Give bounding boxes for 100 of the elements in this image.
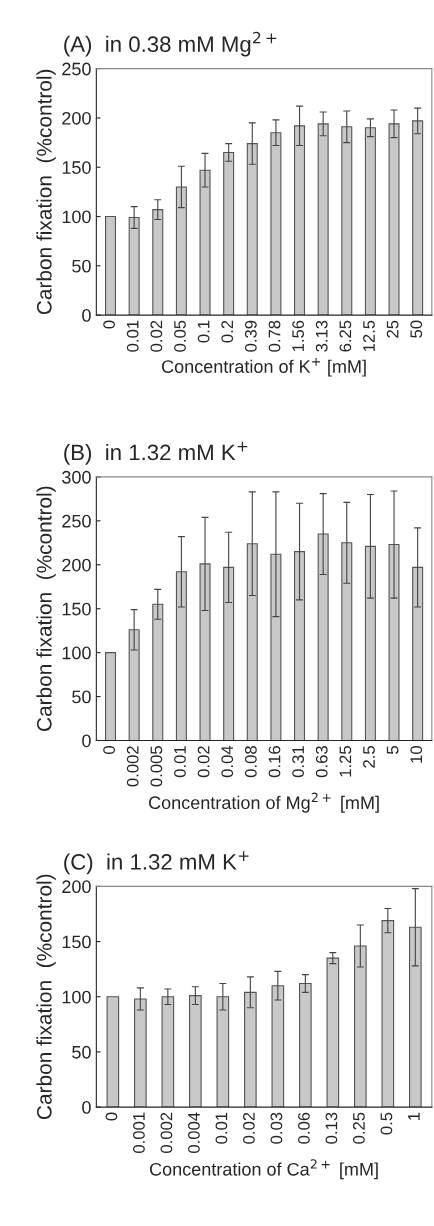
bar — [341, 542, 353, 741]
x-tick-label: 0.002 — [160, 1112, 173, 1153]
bar — [317, 123, 329, 316]
x-tick-label: 0.05 — [174, 320, 186, 352]
bar — [152, 209, 164, 316]
bar — [106, 996, 120, 1108]
x-tick-label: 0.02 — [243, 1112, 255, 1144]
y-tick-label: 150 — [62, 161, 91, 174]
x-tick-label: 0.002 — [126, 746, 139, 787]
x-tick-label: 10 — [410, 746, 423, 763]
x-tick-label: 25 — [386, 320, 399, 338]
x-tick-label: 0.004 — [188, 1112, 200, 1153]
bar — [246, 143, 258, 316]
x-tick-label: 0.1 — [197, 320, 210, 343]
y-tick-label: 50 — [72, 259, 91, 273]
x-axis-title: Concentration of Ca$^{2+}$ [mM] — [149, 1159, 378, 1180]
bar — [299, 982, 312, 1108]
x-tick-label: 6.25 — [339, 320, 352, 352]
x-tick-label: 5 — [386, 746, 399, 754]
x-tick-label: 0 — [103, 320, 115, 329]
bar — [134, 998, 147, 1108]
bar — [223, 151, 235, 316]
x-tick-label: 50 — [410, 320, 423, 338]
y-tick-label: 150 — [62, 602, 91, 616]
x-tick-label: 0.31 — [292, 746, 304, 778]
x-tick-label: 0.03 — [270, 1112, 283, 1144]
x-tick-label: 0.005 — [150, 746, 163, 787]
x-tick-label: 0.39 — [244, 320, 257, 352]
bar — [271, 985, 285, 1108]
bar — [381, 920, 395, 1108]
x-tick-label: 0.63 — [315, 746, 328, 778]
x-tick-label: 12.5 — [363, 320, 375, 352]
y-tick-label: 200 — [62, 880, 91, 894]
bar — [152, 603, 164, 741]
bar — [270, 132, 282, 316]
x-tick-label: 0.01 — [215, 1112, 228, 1144]
x-tick-label: 0.02 — [150, 320, 163, 352]
bar — [244, 991, 257, 1108]
x-tick-label: 0.78 — [268, 320, 281, 352]
bar — [294, 551, 306, 741]
bar — [216, 996, 230, 1108]
x-tick-label: 0.01 — [126, 320, 139, 352]
bar — [175, 186, 187, 316]
y-tick-label: 300 — [62, 470, 91, 484]
y-tick-label: 100 — [62, 210, 91, 224]
y-tick-label: 100 — [62, 990, 91, 1004]
y-tick-label: 250 — [62, 62, 91, 76]
x-tick-label: 1.56 — [292, 320, 304, 352]
bar — [364, 127, 376, 316]
bar — [175, 571, 187, 741]
x-tick-label: 0.16 — [268, 746, 281, 778]
y-tick-label: 200 — [62, 558, 91, 572]
x-tick-label: 0.13 — [325, 1112, 338, 1144]
bar — [128, 629, 140, 741]
y-tick-label: 150 — [62, 935, 91, 949]
bar — [199, 563, 211, 741]
chart-title: (B) in 1.32 mM K$^{+}$ — [64, 441, 248, 465]
x-tick-label: 0 — [103, 746, 115, 754]
x-tick-label: 0.01 — [174, 746, 186, 778]
y-axis-title: Carbon fixation (%control) — [36, 69, 56, 315]
bar — [199, 169, 211, 316]
y-tick-label: 100 — [62, 646, 91, 660]
bar — [326, 957, 340, 1108]
bar — [412, 566, 424, 741]
x-tick-label: 0.2 — [221, 320, 234, 343]
bar — [341, 126, 353, 316]
bar — [354, 945, 367, 1108]
x-tick-label: 1.25 — [339, 746, 352, 777]
bar — [409, 926, 422, 1108]
y-axis-title: Carbon fixation (%control) — [36, 874, 56, 1119]
bar — [105, 652, 117, 741]
bar — [270, 553, 282, 741]
bar — [105, 215, 117, 316]
x-tick-label: 0.25 — [353, 1112, 365, 1144]
x-tick-label: 0.001 — [133, 1112, 145, 1153]
x-tick-label: 1 — [408, 1112, 420, 1120]
bar — [161, 996, 175, 1108]
y-tick-label: 50 — [72, 1045, 91, 1059]
x-tick-label: 0.06 — [298, 1112, 310, 1144]
x-axis-title: Concentration of K$^{+}$ [mM] — [162, 357, 366, 377]
bar — [388, 544, 400, 741]
x-axis-title: Concentration of Mg$^{2+}$ [mM] — [149, 792, 379, 813]
bar — [246, 543, 258, 741]
x-tick-label: 0.04 — [221, 745, 234, 778]
y-tick-label: 50 — [72, 690, 91, 704]
y-axis-title: Carbon fixation (%control) — [36, 486, 56, 731]
y-tick-label: 250 — [62, 514, 91, 528]
bar — [128, 216, 140, 316]
bar — [364, 545, 376, 741]
bar — [388, 123, 400, 316]
x-tick-label: 0 — [105, 1112, 118, 1121]
y-tick-label: 200 — [62, 111, 91, 125]
x-tick-label: 3.13 — [315, 320, 328, 352]
bar — [189, 995, 202, 1108]
bar — [412, 120, 424, 316]
y-tick-label: 0 — [82, 309, 91, 322]
chart-title: (A) in 0.38 mM Mg$^{2+}$ — [64, 31, 277, 57]
x-tick-label: 0.5 — [380, 1112, 393, 1135]
bar — [294, 125, 306, 316]
bar — [317, 533, 329, 741]
